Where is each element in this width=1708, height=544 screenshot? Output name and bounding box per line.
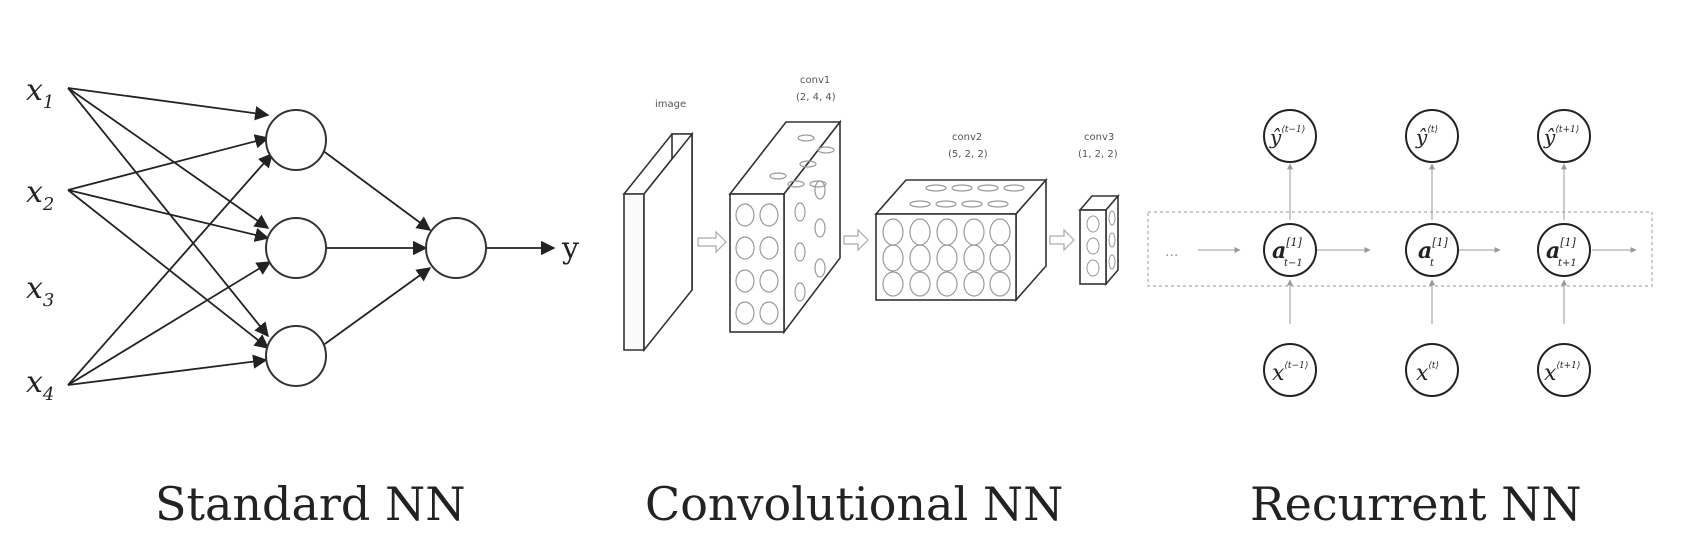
conv2-dims: (5, 2, 2) <box>948 149 988 160</box>
rnn-output-label-3: ŷ⟨t+1⟩ <box>1543 125 1579 149</box>
conv2-label: conv2 <box>952 132 982 143</box>
rnn-output-node-1 <box>1263 109 1317 163</box>
arrow-conv1-conv2 <box>843 228 869 252</box>
caption-convolutional-nn: Convolutional NN <box>645 477 1063 531</box>
edge-h3-out <box>321 267 432 347</box>
rnn-hidden-node-1 <box>1263 223 1317 277</box>
rnn-hidden-node-3 <box>1537 223 1591 277</box>
edge-x1-h2 <box>67 87 270 229</box>
input-label-x1: x1 <box>26 73 54 113</box>
caption-recurrent-nn: Recurrent NN <box>1250 477 1582 531</box>
edge-x4-h3 <box>67 354 268 386</box>
rnn-input-label-1: x⟨t−1⟩ <box>1272 361 1308 386</box>
conv1-dims: (2, 4, 4) <box>796 92 836 103</box>
convolutional-nn-diagram: image conv1 (2, 4, 4) <box>622 75 1120 353</box>
standard-nn-diagram: x1 x2 x3 x4 y <box>26 73 579 405</box>
rnn-input-node-2 <box>1405 343 1459 397</box>
hidden-node-3 <box>265 325 327 387</box>
rnn-input-label-2: x⟨t⟩ <box>1416 361 1439 386</box>
conv1-block <box>728 119 842 335</box>
image-slab <box>622 131 694 353</box>
conv2-block <box>874 177 1048 303</box>
input-label-x4: x4 <box>26 365 54 405</box>
edge-x1-h3 <box>67 87 269 338</box>
edge-h1-out <box>321 149 432 231</box>
standard-nn-edges <box>67 87 556 386</box>
output-node <box>425 217 487 279</box>
edge-x4-h1 <box>67 152 273 386</box>
conv3-dims: (1, 2, 2) <box>1078 149 1118 160</box>
input-label-x3: x3 <box>26 271 54 311</box>
output-label-y: y <box>561 231 579 266</box>
conv1-label: conv1 <box>800 75 830 86</box>
rnn-input-node-1 <box>1263 343 1317 397</box>
hidden-node-2 <box>265 217 327 279</box>
rnn-hidden-label-2: a[1] t <box>1418 236 1449 269</box>
caption-standard-nn: Standard NN <box>155 477 465 531</box>
edge-x1-h1 <box>67 87 270 121</box>
image-label: image <box>655 99 686 110</box>
arrow-conv2-conv3 <box>1049 228 1075 252</box>
recurrent-nn-diagram: ... ŷ⟨t−1⟩ ŷ⟨t⟩ ŷ⟨t+1⟩ a[1] t−1 a[1] t a[1… <box>1147 109 1653 397</box>
rnn-input-node-3 <box>1537 343 1591 397</box>
rnn-unrolled-box <box>1147 211 1653 287</box>
rnn-hidden-label-3: a[1] t+1 <box>1546 236 1577 269</box>
edge-x2-h3 <box>67 189 270 349</box>
rnn-output-label-2: ŷ⟨t⟩ <box>1415 125 1438 149</box>
edge-x2-h2 <box>67 189 270 242</box>
rnn-output-node-2 <box>1405 109 1459 163</box>
rnn-output-label-1: ŷ⟨t−1⟩ <box>1269 125 1305 149</box>
edge-x2-h1 <box>67 134 270 191</box>
arrow-image-conv1 <box>697 230 727 254</box>
rnn-output-node-3 <box>1537 109 1591 163</box>
rnn-hidden-node-2 <box>1405 223 1459 277</box>
conv3-block <box>1078 193 1120 287</box>
conv3-label: conv3 <box>1084 132 1114 143</box>
input-label-x2: x2 <box>26 175 54 215</box>
hidden-node-1 <box>265 109 327 171</box>
rnn-leading-ellipsis: ... <box>1165 244 1178 260</box>
edge-x4-h2 <box>67 261 272 386</box>
rnn-hidden-label-1: a[1] t−1 <box>1272 236 1303 269</box>
rnn-input-label-3: x⟨t+1⟩ <box>1544 361 1580 386</box>
